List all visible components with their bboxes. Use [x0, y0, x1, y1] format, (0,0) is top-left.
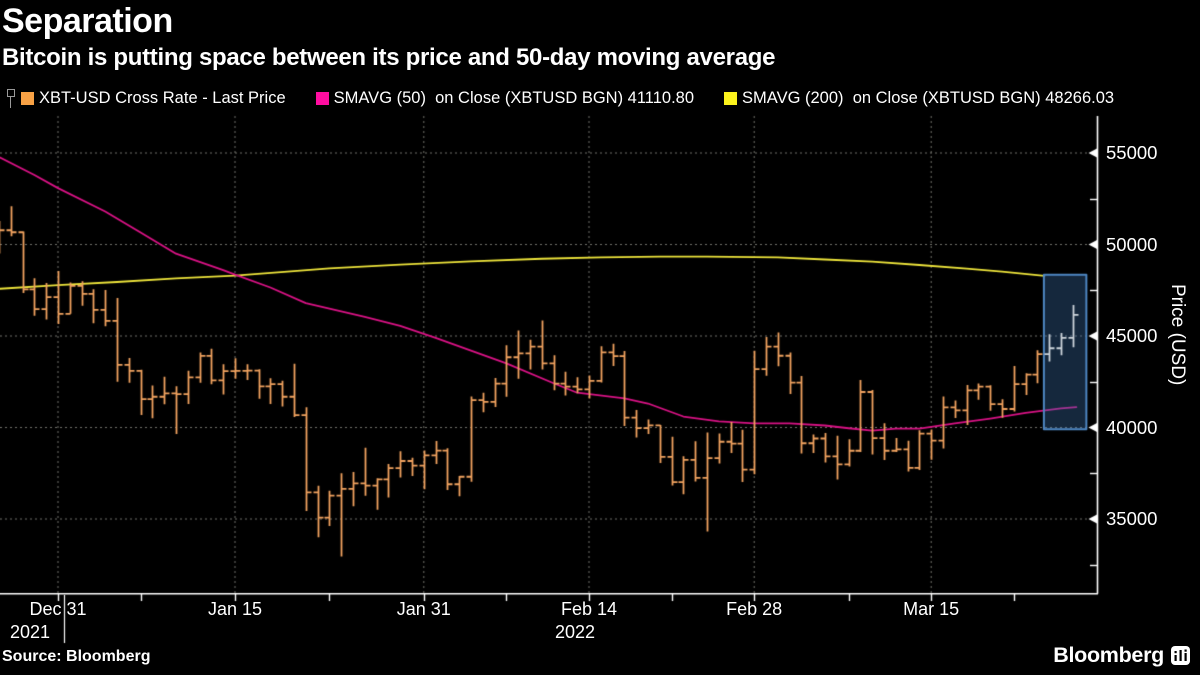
y-axis-title: Price (USD) [1167, 284, 1188, 386]
x-axis-label: Feb 28 [726, 599, 783, 619]
x-axis-label: Jan 31 [396, 599, 451, 619]
legend-label: XBT-USD Cross Rate - Last Price [39, 89, 286, 107]
bloomberg-logo-icon [1171, 646, 1190, 665]
x-axis-label: Mar 15 [903, 599, 960, 619]
y-axis-label: 55000 [1106, 142, 1158, 163]
bloomberg-logo-text: Bloomberg [1053, 643, 1164, 667]
legend-swatch-icon [724, 92, 738, 105]
legend-item-0[interactable]: XBT-USD Cross Rate - Last Price [21, 89, 286, 108]
annotation-flag-icon[interactable] [6, 88, 15, 109]
legend-swatch-icon [315, 92, 329, 105]
y-axis-label: 45000 [1106, 325, 1158, 346]
legend-item-1[interactable]: SMAVG (50) on Close (XBTUSD BGN) 41110.8… [315, 89, 695, 108]
x-axis-label: Jan 15 [207, 599, 263, 619]
legend-swatch-icon [21, 92, 34, 105]
legend-label: SMAVG (200) on Close (XBTUSD BGN) 48266.… [742, 89, 1115, 107]
legend-item-2[interactable]: SMAVG (200) on Close (XBTUSD BGN) 48266.… [724, 89, 1114, 108]
legend-label: SMAVG (50) on Close (XBTUSD BGN) 41110.8… [333, 89, 695, 107]
y-axis-label: 35000 [1106, 508, 1158, 529]
chart-subtitle: Bitcoin is putting space between its pri… [2, 44, 776, 71]
y-axis-label: 40000 [1106, 416, 1158, 438]
year-label: 2021 [10, 622, 51, 642]
x-axis-label: Feb 14 [560, 599, 618, 619]
bloomberg-logo: Bloomberg [1053, 643, 1190, 668]
x-axis-label: Dec 31 [29, 599, 87, 619]
legend: XBT-USD Cross Rate - Last Price SMAVG (50… [6, 88, 1144, 109]
source-note: Source: Bloomberg [2, 648, 151, 665]
year-label: 2022 [555, 622, 596, 642]
chart-title: Separation [2, 2, 173, 40]
y-axis-label: 50000 [1106, 233, 1158, 255]
